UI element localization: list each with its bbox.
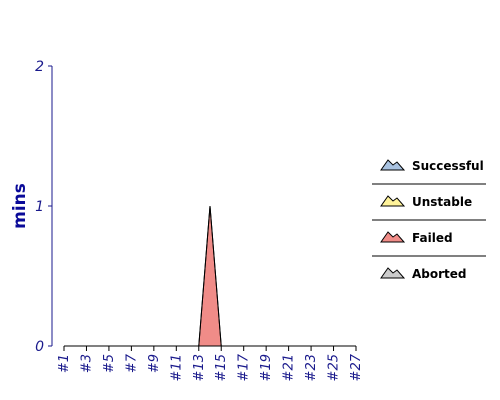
x-tick-label: #27 [349,353,364,381]
legend-item-successful: Successful [380,159,484,173]
y-tick-label: 1 [35,199,44,215]
x-tick-label: #19 [259,354,274,381]
legend-label: Failed [412,231,453,245]
legend-swatch-failed-icon [380,231,406,243]
x-tick-label: #15 [214,354,229,381]
series-area-failed [64,205,356,347]
legend-label: Aborted [412,267,467,281]
x-tick-label: #5 [102,354,117,373]
x-tick-label: #1 [57,354,72,373]
x-tick-label: #13 [192,354,207,381]
legend-swatch-unstable-icon [380,195,406,207]
legend-item-failed: Failed [380,231,453,245]
legend-item-unstable: Unstable [380,195,472,209]
y-axis-ticks: 0 1 2 [35,59,52,355]
y-axis-label: mins [10,183,30,229]
x-tick-label: #7 [124,353,139,373]
legend-label: Unstable [412,195,472,209]
x-tick-label: #9 [147,354,162,373]
legend-swatch-successful-icon [380,159,406,171]
x-tick-label: #23 [304,354,319,381]
legend: Successful Unstable Failed Aborted [372,159,486,281]
x-tick-label: #25 [327,354,342,381]
y-tick-label: 2 [35,59,44,75]
legend-label: Successful [412,159,484,173]
x-axis-ticks: #1 #3 #5 #7 #9 #11 #13 #15 #17 #19 #21 #23 #25 #27 [57,346,364,381]
x-tick-label: #3 [79,354,94,373]
x-tick-label: #17 [237,353,252,381]
y-tick-label: 0 [35,339,44,355]
legend-swatch-aborted-icon [380,267,406,279]
x-tick-label: #21 [282,354,297,381]
legend-item-aborted: Aborted [380,267,467,281]
x-tick-label: #11 [169,354,184,381]
plot-area [64,205,356,347]
